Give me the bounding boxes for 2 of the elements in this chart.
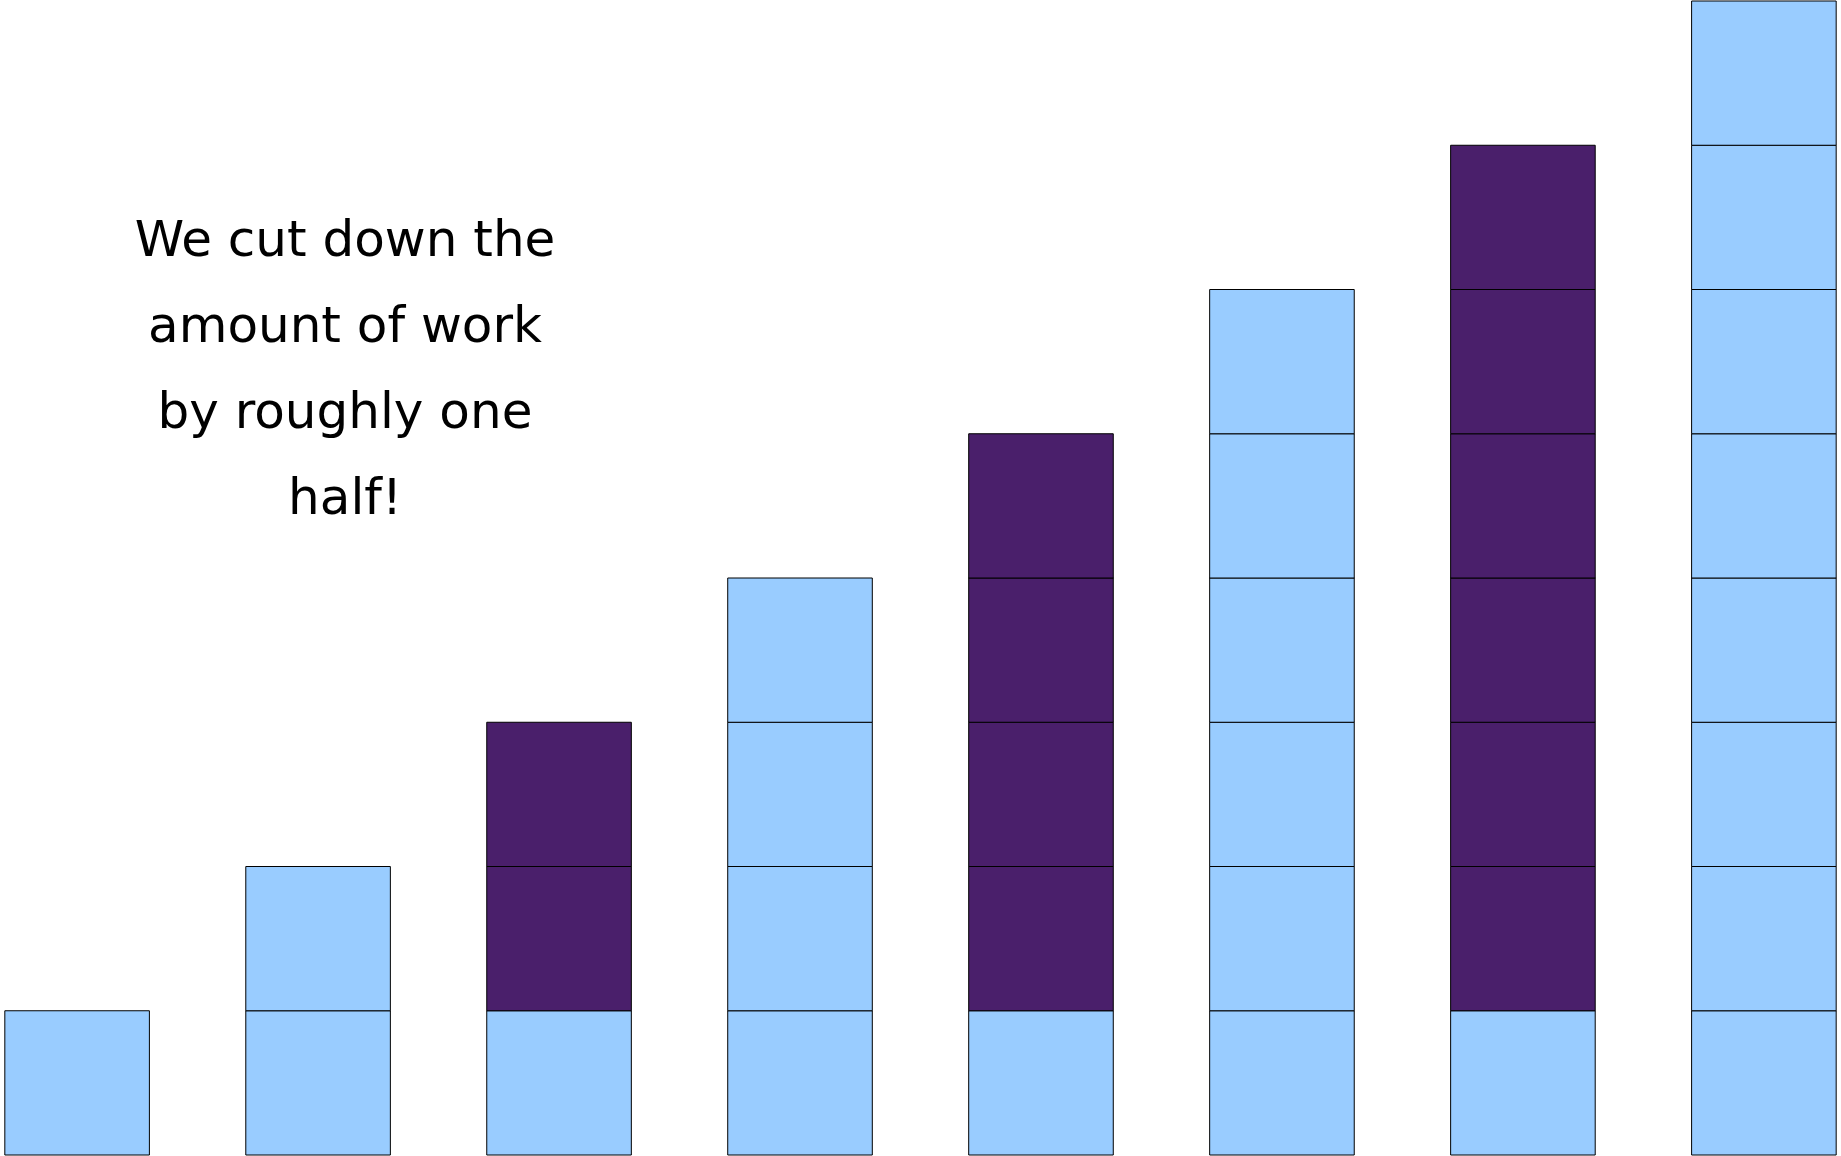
bar [4, 1010, 150, 1156]
annotation: We cut down the amount of work by roughly one half! [134, 210, 556, 526]
